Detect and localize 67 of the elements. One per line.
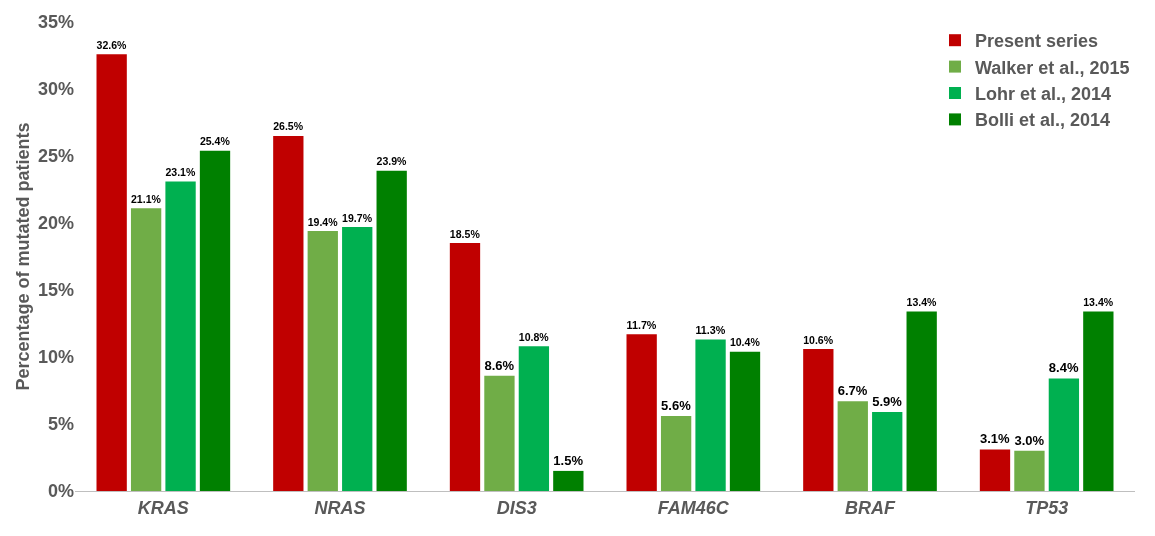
data-label: 8.4% <box>1048 360 1079 376</box>
bar <box>837 401 868 491</box>
legend-label: Bolli et al., 2014 <box>975 110 1111 131</box>
bar <box>484 375 515 491</box>
data-label: 13.4% <box>906 296 938 308</box>
bar <box>626 334 657 491</box>
bar <box>553 470 584 491</box>
data-label: 23.9% <box>376 155 408 168</box>
bar <box>96 54 127 491</box>
bar <box>518 346 550 491</box>
data-label: 23.1% <box>165 166 196 179</box>
data-label: 6.7% <box>837 383 868 399</box>
data-label: 1.5% <box>553 452 584 468</box>
data-label: 26.5% <box>273 120 304 133</box>
data-label: 19.7% <box>342 211 373 224</box>
y-tick-label: 35% <box>37 12 74 33</box>
x-tick-label: NRAS <box>314 497 366 518</box>
data-label: 10.4% <box>729 336 761 349</box>
bar <box>165 181 196 491</box>
data-label: 3.0% <box>1014 432 1045 448</box>
data-label: 32.6% <box>96 38 128 51</box>
x-tick-label: DIS3 <box>496 497 537 518</box>
bar <box>906 311 937 491</box>
bar <box>872 411 903 491</box>
y-tick-label: 30% <box>37 79 74 100</box>
data-label: 5.6% <box>661 397 692 413</box>
data-label: 18.5% <box>449 227 481 240</box>
data-label: 3.1% <box>979 431 1011 447</box>
legend-label: Present series <box>975 31 1099 52</box>
bar <box>273 135 304 491</box>
y-tick-label: 25% <box>37 146 74 167</box>
bar <box>449 243 481 491</box>
bar <box>1083 311 1114 491</box>
y-tick-label: 5% <box>47 414 74 435</box>
x-tick-label: KRAS <box>137 497 189 518</box>
bar <box>199 150 231 491</box>
bar <box>130 208 162 491</box>
y-tick-label: 20% <box>37 213 74 234</box>
data-label: 25.4% <box>199 135 231 148</box>
legend-label: Lohr et al., 2014 <box>975 84 1112 105</box>
bar <box>1048 378 1080 491</box>
data-label: 5.9% <box>872 393 903 409</box>
x-tick-label: BRAF <box>845 497 896 518</box>
data-label: 11.3% <box>695 324 726 337</box>
bar <box>979 449 1011 491</box>
x-tick-label: FAM46C <box>657 497 730 518</box>
bar <box>1014 450 1045 491</box>
data-label: 10.8% <box>518 330 550 343</box>
data-label: 8.6% <box>484 357 515 373</box>
y-axis-title: Percentage of mutated patients <box>13 122 33 391</box>
bar <box>342 227 373 491</box>
legend-label: Walker et al., 2015 <box>975 57 1130 78</box>
y-tick-label: 0% <box>47 481 74 502</box>
data-label: 13.4% <box>1083 296 1114 308</box>
bar <box>307 231 338 491</box>
data-label: 11.7% <box>626 318 657 331</box>
bar <box>695 339 726 491</box>
data-label: 19.4% <box>307 215 339 228</box>
data-label: 10.6% <box>803 333 834 346</box>
bar <box>376 170 407 491</box>
bar <box>729 351 761 491</box>
data-label: 21.1% <box>130 192 162 205</box>
x-tick-label: TP53 <box>1025 497 1069 518</box>
bar <box>660 415 692 491</box>
y-tick-label: 10% <box>37 347 74 368</box>
bar <box>803 348 834 491</box>
y-tick-label: 15% <box>37 280 74 301</box>
